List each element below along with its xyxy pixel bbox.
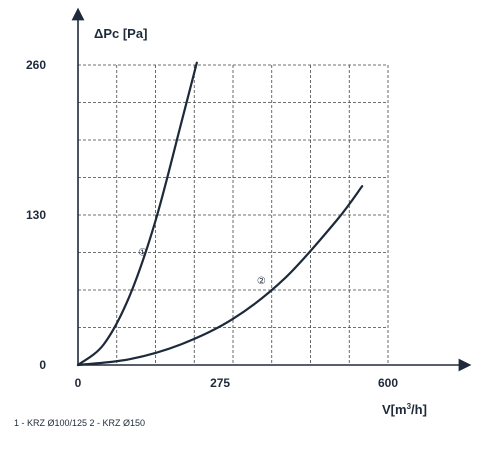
series-1-line	[76, 61, 198, 367]
x-tick-label: 275	[210, 376, 230, 390]
x-axis-title-base: V[m	[382, 402, 407, 417]
x-axis-title-sup: 3	[407, 402, 412, 411]
series-1-label: ①	[138, 247, 147, 258]
x-axis-title: V[m3/h]	[382, 402, 427, 417]
axes	[71, 7, 472, 372]
y-tick-label: 0	[39, 358, 46, 372]
series-2-line	[76, 185, 364, 367]
series: ①②	[76, 61, 364, 367]
x-axis-title-tail: /h]	[411, 402, 427, 417]
y-tick-label: 130	[26, 208, 46, 222]
y-axis-title: ΔPc [Pa]	[94, 26, 147, 41]
grid	[78, 64, 389, 365]
series-2-label: ②	[257, 276, 266, 287]
x-tick-label: 0	[75, 376, 82, 390]
tick-labels: 0 130 260 0 275 600	[26, 58, 398, 390]
footnote: 1 - KRZ Ø100/125 2 - KRZ Ø150	[14, 418, 145, 428]
y-tick-label: 260	[26, 58, 46, 72]
x-tick-label: 600	[378, 376, 398, 390]
